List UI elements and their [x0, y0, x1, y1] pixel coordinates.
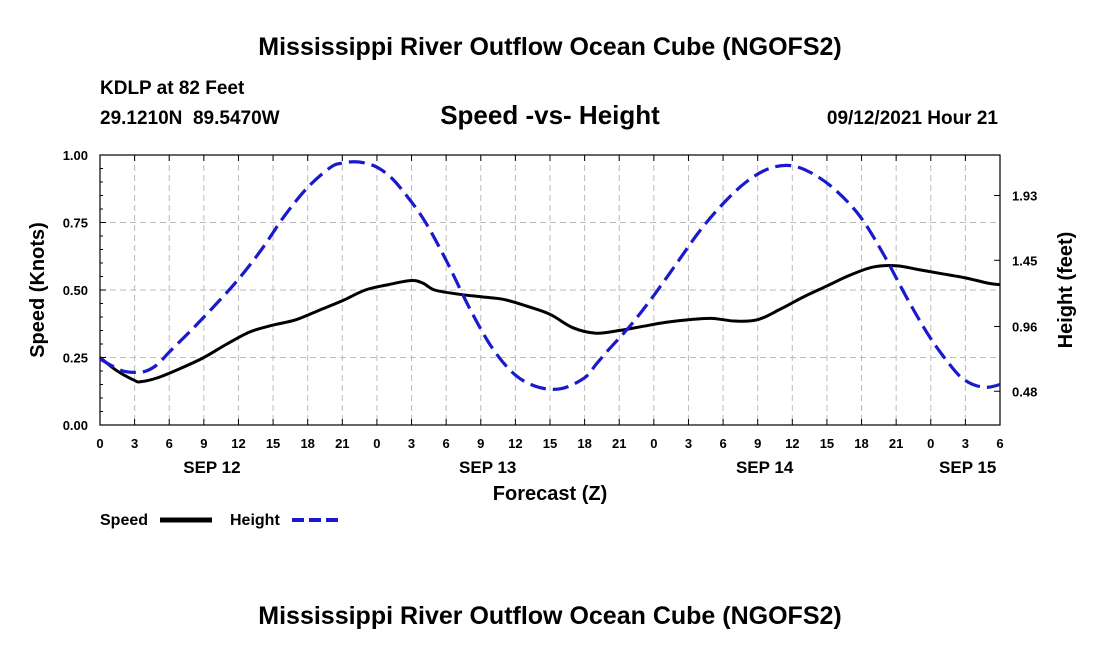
y-tick-label-left: 0.50: [63, 283, 88, 298]
x-tick-label: 0: [96, 436, 103, 451]
x-tick-label: 18: [300, 436, 314, 451]
x-day-label: SEP 13: [459, 458, 516, 477]
x-tick-label: 9: [477, 436, 484, 451]
chart-title-top: Mississippi River Outflow Ocean Cube (NG…: [258, 33, 841, 61]
x-tick-label: 6: [996, 436, 1003, 451]
y-axis-label-left: Speed (Knots): [27, 222, 49, 358]
x-tick-label: 21: [335, 436, 349, 451]
legend-label-height: Height: [230, 512, 280, 529]
x-tick-label: 9: [754, 436, 761, 451]
x-tick-label: 15: [820, 436, 834, 451]
x-tick-label: 21: [889, 436, 903, 451]
coordinates-label: 29.1210N 89.5470W: [100, 108, 280, 129]
timestamp-label: 09/12/2021 Hour 21: [827, 108, 999, 129]
x-tick-label: 3: [408, 436, 415, 451]
x-tick-label: 3: [131, 436, 138, 451]
x-tick-label: 18: [577, 436, 591, 451]
legend: Speed Height: [100, 512, 342, 529]
x-tick-label: 15: [266, 436, 280, 451]
tick-layer: 0 3 6 9 12 15 18 21 0 3 6 9 12 15 18 21 0 3 6 9 12 15 18 21 0 3 6S…: [63, 148, 1038, 477]
y-tick-label-right: 1.45: [1012, 253, 1037, 268]
x-tick-label: 18: [854, 436, 868, 451]
x-day-label: SEP 12: [183, 458, 240, 477]
x-tick-label: 0: [650, 436, 657, 451]
x-axis-label: Forecast (Z): [493, 483, 607, 505]
x-tick-label: 12: [508, 436, 522, 451]
x-day-label: SEP 15: [939, 458, 996, 477]
x-tick-label: 3: [962, 436, 969, 451]
series-layer: [99, 160, 1001, 392]
series-line-speed: [99, 264, 1001, 384]
x-tick-label: 15: [543, 436, 557, 451]
chart-subtitle: Speed -vs- Height: [440, 100, 660, 130]
x-tick-label: 6: [166, 436, 173, 451]
y-axis-label-right: Height (feet): [1055, 232, 1077, 349]
y-tick-label-left: 0.25: [63, 351, 88, 366]
station-label: KDLP at 82 Feet: [100, 78, 245, 99]
y-tick-label-right: 1.93: [1012, 189, 1037, 204]
x-tick-label: 12: [785, 436, 799, 451]
y-tick-label-left: 0.75: [63, 216, 88, 231]
x-tick-label: 3: [685, 436, 692, 451]
x-tick-label: 6: [443, 436, 450, 451]
series-line-height: [99, 160, 1001, 392]
x-tick-label: 0: [927, 436, 934, 451]
x-tick-label: 12: [231, 436, 245, 451]
y-tick-label-right: 0.48: [1012, 384, 1037, 399]
legend-label-speed: Speed: [100, 512, 148, 529]
x-tick-label: 0: [373, 436, 380, 451]
x-day-label: SEP 14: [736, 458, 794, 477]
y-tick-label-left: 1.00: [63, 148, 88, 163]
x-tick-label: 9: [200, 436, 207, 451]
x-tick-label: 21: [612, 436, 626, 451]
grid-layer: [100, 155, 1000, 425]
y-tick-label-right: 0.96: [1012, 319, 1037, 334]
chart-title-bottom: Mississippi River Outflow Ocean Cube (NG…: [258, 602, 841, 630]
x-tick-label: 6: [719, 436, 726, 451]
y-tick-label-left: 0.00: [63, 418, 88, 433]
